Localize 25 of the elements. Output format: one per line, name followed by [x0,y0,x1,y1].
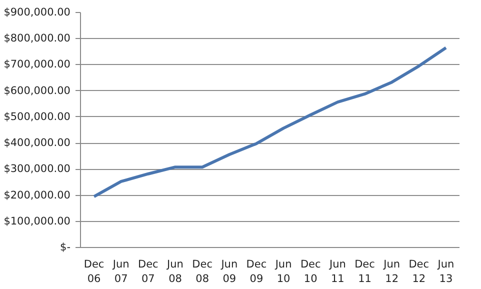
x-tick-label: Dec 09 [246,258,267,285]
y-tick-label: $800,000.00 [4,32,71,45]
x-tick-label: Dec 10 [300,258,321,285]
y-tick-label: $200,000.00 [4,189,71,202]
y-tick-label: $500,000.00 [4,110,71,123]
line-series [92,46,448,198]
x-tick-label: Jun 10 [274,258,292,285]
y-tick-label: $900,000.00 [4,6,71,18]
y-tick-label: $400,000.00 [4,137,71,150]
y-tick-label: $600,000.00 [4,84,71,97]
x-tick-label: Jun 07 [112,258,130,285]
x-tick-label: Jun 08 [166,258,184,285]
x-tick-label: Dec 08 [192,258,213,285]
y-tick-label: $100,000.00 [4,215,71,228]
x-tick-label: Jun 12 [382,258,400,285]
x-tick-label: Dec 06 [84,258,104,285]
y-tick-label: $300,000.00 [4,163,71,176]
y-tick-label: $- [60,242,71,254]
x-tick-label: Jun 09 [220,258,238,285]
x-tick-label: Dec 11 [354,258,376,285]
x-tick-label: Dec 12 [408,258,430,285]
x-tick-label: Jun 11 [328,258,346,285]
x-tick-label: Dec 07 [138,258,159,285]
y-tick-label: $700,000.00 [4,58,71,71]
x-tick-label: Jun 13 [436,258,454,285]
